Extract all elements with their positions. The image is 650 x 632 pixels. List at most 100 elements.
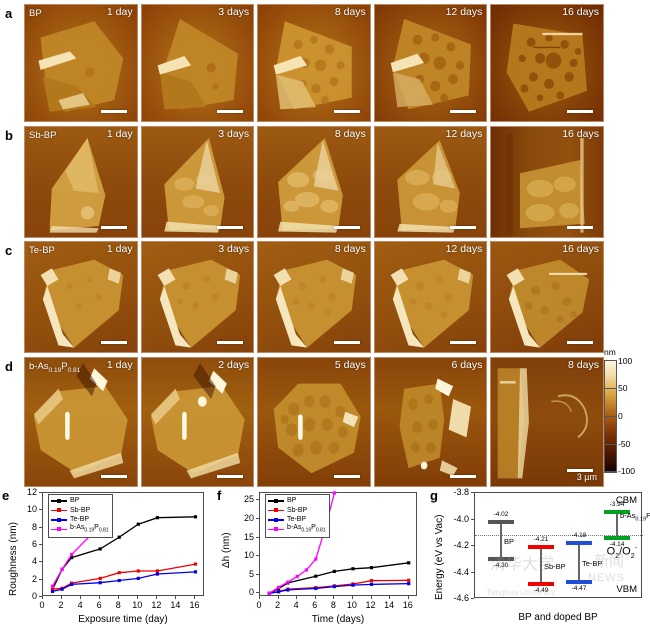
- level-connector: [500, 522, 502, 560]
- afm-flake-shape: [163, 138, 225, 233]
- afm-tile[interactable]: 2 days: [140, 357, 255, 487]
- afm-tile[interactable]: 6 days: [373, 357, 488, 487]
- legend-label: Te-BP: [70, 516, 90, 523]
- afm-tile[interactable]: 3 days: [140, 4, 255, 122]
- vbm-level-bar[interactable]: [528, 582, 554, 587]
- y-tick-label: 5: [248, 568, 254, 579]
- afm-tile[interactable]: 16 days: [490, 241, 604, 353]
- afm-tile[interactable]: 8 days 3 µm: [490, 357, 604, 487]
- legend-item[interactable]: Sb-BP: [51, 506, 109, 515]
- afm-flake-shape: [157, 259, 240, 348]
- series-marker: [407, 561, 411, 565]
- afm-tile[interactable]: 16 days: [490, 126, 604, 238]
- series-marker: [332, 569, 336, 573]
- panel-letter-b: b: [5, 128, 13, 143]
- afm-scale-bar: [100, 226, 127, 229]
- y-tick-label: -4.2: [453, 540, 469, 550]
- cbm-level-bar[interactable]: [566, 541, 592, 546]
- x-tick-label: 10: [346, 600, 357, 610]
- cbm-level-bar[interactable]: [488, 520, 514, 525]
- vbm-level-bar[interactable]: [604, 536, 630, 541]
- x-tick-label: 2: [58, 600, 64, 610]
- series-marker: [98, 576, 102, 580]
- y-tick-mark: [256, 573, 259, 575]
- legend-swatch-te-bp: [51, 517, 67, 523]
- legend-item[interactable]: Te-BP: [268, 516, 326, 525]
- afm-timepoint-label: 8 days: [568, 359, 599, 371]
- vbm-level-bar[interactable]: [566, 579, 592, 584]
- x-tick-mark: [156, 596, 158, 599]
- cbm-level-bar[interactable]: [528, 545, 554, 550]
- legend-item[interactable]: Sb-BP: [268, 506, 326, 515]
- series-marker: [193, 515, 198, 519]
- afm-timepoint-label: 1 day: [106, 6, 133, 18]
- legend-item[interactable]: BP: [51, 497, 109, 506]
- afm-tile[interactable]: 3 days: [140, 126, 255, 238]
- afm-tile[interactable]: 8 days: [257, 126, 371, 238]
- afm-flake-shape: [399, 378, 471, 476]
- afm-tiles-c: Te-BP 1 day 3 days: [24, 241, 604, 353]
- x-tick-mark: [99, 596, 101, 599]
- x-tick-mark: [351, 596, 353, 599]
- y-tick-label: 10: [243, 550, 254, 561]
- x-tick-mark: [277, 596, 279, 599]
- chart-panel-e: e Roughness (nm) BP Sb-BP Te-BP b-As0.19…: [0, 487, 218, 632]
- y-tick-mark: [256, 536, 259, 538]
- afm-scale-bar: [217, 226, 244, 229]
- series-marker: [193, 570, 198, 574]
- x-tick-mark: [259, 596, 260, 599]
- x-tick-mark: [61, 596, 63, 599]
- afm-timepoint-label: 3 days: [218, 128, 250, 140]
- colorbar-tick: -100: [618, 466, 636, 476]
- cbm-level-bar[interactable]: [604, 509, 630, 514]
- afm-timepoint-label: 16 days: [562, 128, 599, 140]
- afm-flake-shape: [38, 21, 124, 112]
- series-marker: [60, 587, 64, 591]
- x-tick-mark: [407, 596, 409, 599]
- y-tick-label: 4: [31, 556, 37, 567]
- legend-item[interactable]: Te-BP: [51, 516, 109, 525]
- series-marker: [50, 589, 55, 593]
- series-marker: [117, 535, 121, 539]
- afm-tile[interactable]: 12 days: [373, 126, 488, 238]
- legend-label: BP: [70, 497, 80, 504]
- vbm-level-bar[interactable]: [488, 557, 514, 562]
- legend-item[interactable]: b-As0.19P0.81: [268, 524, 326, 534]
- afm-tile[interactable]: 12 days: [373, 4, 488, 122]
- afm-timepoint-label: 1 day: [106, 128, 133, 140]
- legend-item[interactable]: BP: [268, 497, 326, 506]
- y-tick-mark: [471, 545, 474, 546]
- legend-item[interactable]: b-As0.19P0.81: [51, 524, 109, 534]
- level-connector: [540, 547, 542, 585]
- afm-row-d: d b-As0.19P0.81 1 day 2 days: [0, 357, 650, 487]
- series-marker: [407, 582, 411, 586]
- afm-tile[interactable]: BP 1 day: [24, 4, 138, 122]
- legend-swatch-bp: [51, 498, 67, 504]
- cbm-value-label: -3.94: [609, 500, 625, 508]
- afm-timepoint-label: 16 days: [562, 6, 599, 18]
- afm-timepoint-label: 1 day: [106, 359, 133, 371]
- x-tick-mark: [194, 596, 196, 599]
- y-tick-label: 2: [31, 573, 37, 584]
- x-tick-mark: [42, 596, 43, 599]
- x-tick-mark: [118, 596, 120, 599]
- level-material-label: BP: [504, 536, 515, 546]
- y-tick-mark: [256, 555, 259, 557]
- afm-tile[interactable]: 5 days: [257, 357, 371, 487]
- series-marker: [117, 571, 121, 575]
- y-tick-label: 10: [26, 504, 37, 515]
- afm-tile[interactable]: 3 days: [140, 241, 255, 353]
- afm-tile[interactable]: Te-BP 1 day: [24, 241, 138, 353]
- afm-tile[interactable]: 8 days: [257, 4, 371, 122]
- afm-tile[interactable]: b-As0.19P0.81 1 day: [24, 357, 138, 487]
- afm-tile[interactable]: 8 days: [257, 241, 371, 353]
- x-tick-label: 4: [293, 600, 299, 610]
- series-marker: [69, 552, 74, 557]
- afm-scale-bar: [333, 110, 360, 113]
- x-tick-mark: [296, 596, 298, 599]
- colorbar-tick: 0: [618, 411, 623, 421]
- afm-tile[interactable]: Sb-BP 1 day: [24, 126, 138, 238]
- afm-tile[interactable]: 16 days: [490, 4, 604, 122]
- afm-tile[interactable]: 12 days: [373, 241, 488, 353]
- x-tick-mark: [333, 596, 335, 599]
